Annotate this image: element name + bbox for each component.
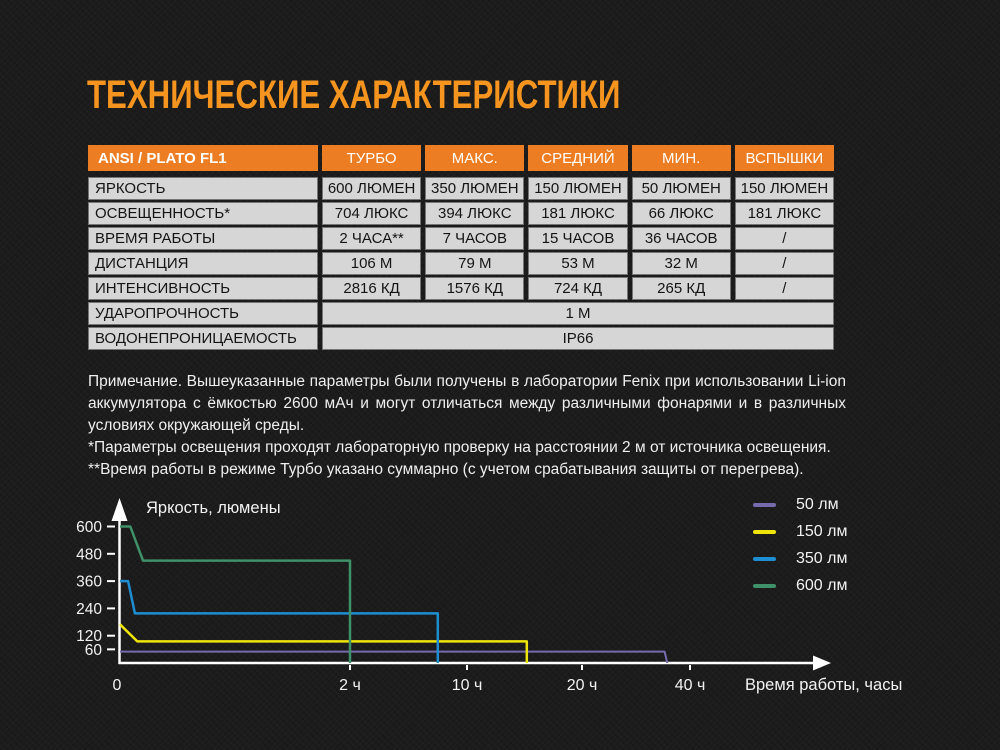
legend-item: 50 лм bbox=[753, 491, 847, 518]
y-axis-arrow-icon bbox=[111, 498, 128, 521]
header-cell-mode: ВСПЫШКИ bbox=[734, 145, 834, 171]
spec-value-cell: 36 ЧАСОВ bbox=[631, 227, 731, 250]
legend-item: 150 лм bbox=[753, 518, 847, 545]
spec-row-label: ВОДОНЕПРОНИЦАЕМОСТЬ bbox=[88, 327, 318, 350]
spec-value-cell: 2816 КД bbox=[322, 277, 422, 300]
legend-swatch-icon bbox=[753, 556, 776, 561]
spec-value-cell: 79 М bbox=[425, 252, 525, 275]
spec-value-cell: 150 ЛЮМЕН bbox=[528, 177, 628, 200]
header-cell-ansi: ANSI / PLATO FL1 bbox=[88, 145, 318, 171]
note-asterisk-1: *Параметры освещения проходят лабораторн… bbox=[88, 439, 831, 456]
spec-row-label: УДАРОПРОЧНОСТЬ bbox=[88, 302, 318, 325]
chart-legend: 50 лм 150 лм 350 лм 600 лм bbox=[753, 491, 847, 599]
series-line-150лм bbox=[119, 623, 529, 663]
legend-label: 350 лм bbox=[796, 549, 848, 567]
spec-value-cell: 704 ЛЮКС bbox=[322, 202, 422, 225]
spec-table: ANSI / PLATO FL1 ТУРБО МАКС. СРЕДНИЙ МИН. ВСП… bbox=[88, 145, 834, 350]
header-cell-mode: СРЕДНИЙ bbox=[528, 145, 628, 171]
series-line-50лм bbox=[120, 650, 669, 664]
series-line-350лм bbox=[120, 579, 440, 663]
legend-item: 600 лм bbox=[753, 572, 847, 599]
spec-value-cell: 50 ЛЮМЕН bbox=[631, 177, 731, 200]
x-tick-label: 10 ч bbox=[452, 677, 483, 694]
x-tick-label: 0 bbox=[113, 677, 122, 694]
spec-table-header: ANSI / PLATO FL1 ТУРБО МАКС. СРЕДНИЙ МИН. ВСП… bbox=[88, 145, 834, 171]
spec-value-cell: 600 ЛЮМЕН bbox=[322, 177, 422, 200]
y-axis-title: Яркость, люмены bbox=[146, 499, 281, 517]
spec-value-cell: 265 КД bbox=[631, 277, 731, 300]
x-tick-label: 20 ч bbox=[567, 677, 598, 694]
spec-row-label: ОСВЕЩЕННОСТЬ* bbox=[88, 202, 318, 225]
legend-label: 600 лм bbox=[796, 576, 848, 594]
x-tick-label: 40 ч bbox=[675, 677, 706, 694]
spec-row-label: ЯРКОСТЬ bbox=[88, 177, 318, 200]
spec-value-cell: 394 ЛЮКС bbox=[425, 202, 525, 225]
note-asterisk-2: **Время работы в режиме Турбо указано су… bbox=[88, 461, 804, 478]
spec-value-cell: 106 М bbox=[322, 252, 422, 275]
spec-value-cell: / bbox=[734, 277, 834, 300]
header-cell-mode: ТУРБО bbox=[322, 145, 422, 171]
spec-value-cell: 66 ЛЮКС bbox=[631, 202, 731, 225]
legend-swatch-icon bbox=[753, 502, 776, 507]
x-tick-label: 2 ч bbox=[339, 677, 361, 694]
spec-row-label: ДИСТАНЦИЯ bbox=[88, 252, 318, 275]
spec-value-cell: 1 М bbox=[322, 302, 834, 325]
y-tick-label: 480 bbox=[76, 546, 102, 563]
spec-value-cell: 53 М bbox=[528, 252, 628, 275]
spec-table-body: ЯРКОСТЬ 600 ЛЮМЕН 350 ЛЮМЕН 150 ЛЮМЕН 50 ЛЮМ… bbox=[88, 177, 834, 350]
x-axis-arrow-icon bbox=[813, 655, 831, 671]
header-cell-mode: МАКС. bbox=[425, 145, 525, 171]
spec-value-cell: IP66 bbox=[322, 327, 834, 350]
y-tick-label: 240 bbox=[76, 601, 102, 618]
legend-item: 350 лм bbox=[753, 545, 847, 572]
spec-row-label: ВРЕМЯ РАБОТЫ bbox=[88, 227, 318, 250]
notes-block: Примечание. Вышеуказанные параметры были… bbox=[88, 371, 846, 481]
header-cell-mode: МИН. bbox=[631, 145, 731, 171]
spec-row-label: ИНТЕНСИВНОСТЬ bbox=[88, 277, 318, 300]
legend-label: 150 лм bbox=[796, 522, 848, 540]
y-tick-label: 120 bbox=[76, 628, 102, 645]
legend-label: 50 лм bbox=[796, 495, 839, 513]
page-title: ТЕХНИЧЕСКИЕ ХАРАКТЕРИСТИКИ bbox=[87, 73, 621, 117]
note-main: Примечание. Вышеуказанные параметры были… bbox=[88, 373, 846, 434]
y-tick-label: 60 bbox=[85, 642, 103, 659]
spec-value-cell: 150 ЛЮМЕН bbox=[734, 177, 834, 200]
spec-value-cell: 15 ЧАСОВ bbox=[528, 227, 628, 250]
series-line-600лм bbox=[120, 525, 352, 663]
spec-value-cell: 1576 КД bbox=[425, 277, 525, 300]
y-tick-label: 360 bbox=[76, 574, 102, 591]
x-axis-title: Время работы, часы bbox=[745, 676, 902, 694]
spec-value-cell: 7 ЧАСОВ bbox=[425, 227, 525, 250]
y-tick-label: 600 bbox=[76, 519, 102, 536]
spec-value-cell: 181 ЛЮКС bbox=[528, 202, 628, 225]
spec-value-cell: 181 ЛЮКС bbox=[734, 202, 834, 225]
spec-value-cell: / bbox=[734, 227, 834, 250]
legend-swatch-icon bbox=[753, 583, 776, 588]
spec-value-cell: 32 М bbox=[631, 252, 731, 275]
spec-value-cell: 350 ЛЮМЕН bbox=[425, 177, 525, 200]
legend-swatch-icon bbox=[753, 529, 776, 534]
spec-value-cell: / bbox=[734, 252, 834, 275]
spec-value-cell: 2 ЧАСА** bbox=[322, 227, 422, 250]
spec-value-cell: 724 КД bbox=[528, 277, 628, 300]
